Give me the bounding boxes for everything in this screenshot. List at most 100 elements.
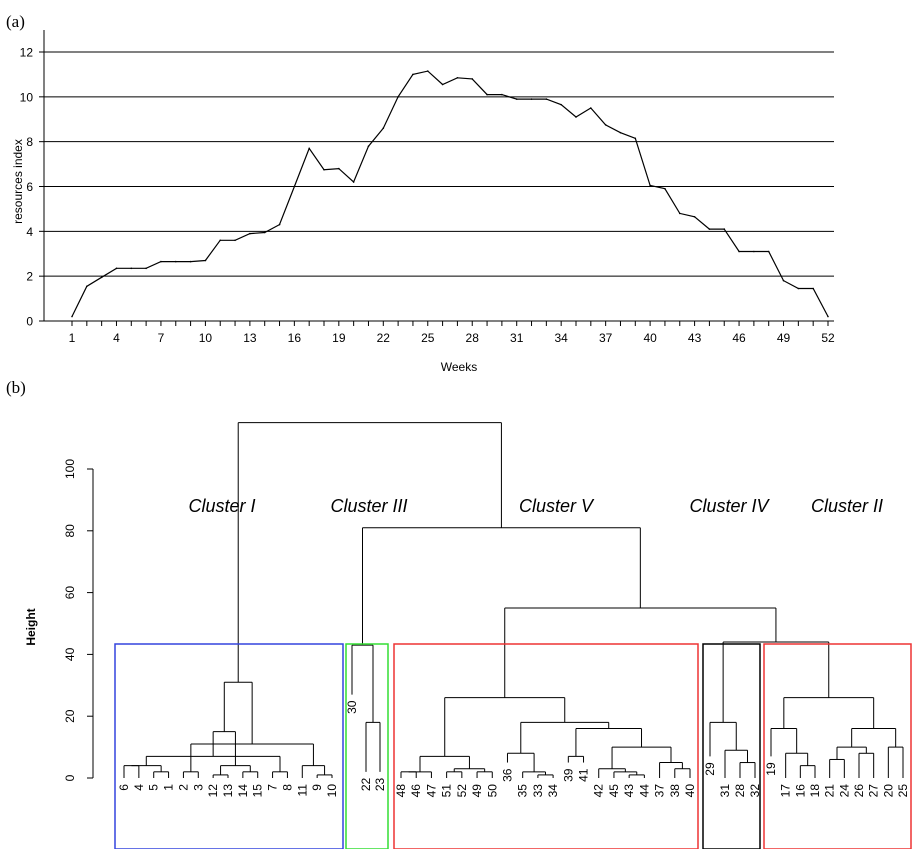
x-tick-label: 31 bbox=[510, 331, 524, 345]
y-tick-label: 80 bbox=[63, 524, 77, 538]
leaf-label: 27 bbox=[867, 784, 881, 798]
cluster-label: Cluster IV bbox=[689, 496, 770, 516]
data-point bbox=[812, 287, 814, 290]
cluster-box bbox=[393, 643, 699, 849]
x-tick-label: 22 bbox=[377, 331, 391, 345]
data-point bbox=[204, 259, 207, 262]
cluster-box bbox=[763, 643, 912, 849]
data-point bbox=[397, 96, 399, 98]
leaf-label: 2 bbox=[176, 784, 190, 791]
data-point bbox=[115, 267, 118, 270]
data-point bbox=[308, 147, 310, 150]
leaf-label: 3 bbox=[191, 784, 205, 791]
leaf-label: 15 bbox=[251, 784, 265, 798]
y-tick-label: 12 bbox=[20, 46, 34, 60]
data-point bbox=[456, 76, 459, 79]
data-point bbox=[545, 98, 548, 100]
x-tick-label: 4 bbox=[113, 331, 120, 345]
y-tick-label: 0 bbox=[63, 774, 77, 781]
data-point bbox=[678, 212, 681, 215]
data-point bbox=[604, 124, 607, 126]
x-tick-label: 49 bbox=[777, 331, 791, 345]
panel-a-label: (a) bbox=[6, 12, 25, 31]
cluster-box bbox=[114, 643, 344, 849]
data-point bbox=[160, 260, 162, 263]
data-point bbox=[86, 285, 88, 288]
data-point bbox=[71, 315, 73, 318]
leaf-label: 29 bbox=[703, 762, 717, 776]
leaf-label: 20 bbox=[881, 784, 895, 798]
y-tick-label: 60 bbox=[63, 586, 77, 600]
data-point bbox=[486, 93, 488, 96]
cluster-box bbox=[702, 643, 761, 849]
leaf-label: 5 bbox=[147, 784, 161, 791]
data-point bbox=[827, 315, 829, 318]
leaf-label: 44 bbox=[637, 784, 651, 798]
cluster-label: Cluster II bbox=[811, 496, 883, 516]
leaf-label: 41 bbox=[577, 768, 591, 782]
leaf-label: 24 bbox=[837, 784, 851, 798]
data-point bbox=[100, 276, 103, 279]
x-tick-label: 46 bbox=[732, 331, 746, 345]
data-point bbox=[174, 260, 177, 263]
leaf-label: 48 bbox=[394, 784, 408, 798]
x-tick-label: 43 bbox=[688, 331, 702, 345]
y-tick-label: 8 bbox=[26, 135, 33, 149]
data-point bbox=[693, 215, 696, 218]
data-point bbox=[441, 83, 444, 86]
y-axis-label: Height bbox=[24, 608, 38, 645]
data-point bbox=[263, 231, 266, 234]
data-point bbox=[338, 167, 340, 170]
leaf-label: 32 bbox=[748, 784, 762, 798]
x-tick-label: 28 bbox=[466, 331, 480, 345]
leaf-label: 37 bbox=[653, 784, 667, 798]
leaf-label: 16 bbox=[793, 784, 807, 798]
leaf-label: 43 bbox=[622, 784, 636, 798]
leaf-label: 17 bbox=[779, 784, 793, 798]
leaf-label: 39 bbox=[561, 768, 575, 782]
x-tick-label: 1 bbox=[69, 331, 76, 345]
data-point bbox=[278, 223, 281, 226]
leaf-label: 4 bbox=[132, 784, 146, 791]
data-point bbox=[501, 93, 503, 96]
data-point bbox=[797, 287, 800, 290]
leaf-label: 9 bbox=[310, 784, 324, 791]
cluster-label: Cluster III bbox=[330, 496, 407, 516]
data-point bbox=[560, 103, 562, 106]
data-point bbox=[664, 187, 666, 190]
x-tick-label: 13 bbox=[243, 331, 257, 345]
leaf-label: 34 bbox=[546, 784, 560, 798]
leaf-label: 22 bbox=[359, 778, 373, 792]
y-tick-label: 4 bbox=[26, 225, 33, 239]
x-axis-label: Weeks bbox=[441, 360, 477, 374]
leaf-label: 51 bbox=[440, 784, 454, 798]
y-tick-label: 10 bbox=[20, 90, 34, 104]
data-point bbox=[293, 185, 296, 188]
x-tick-label: 25 bbox=[421, 331, 435, 345]
leaf-label: 12 bbox=[206, 784, 220, 798]
leaf-label: 38 bbox=[668, 784, 682, 798]
data-point bbox=[723, 228, 726, 230]
data-point bbox=[619, 131, 622, 134]
leaf-label: 25 bbox=[896, 784, 910, 798]
leaf-label: 47 bbox=[424, 784, 438, 798]
x-tick-label: 34 bbox=[554, 331, 568, 345]
x-tick-label: 37 bbox=[599, 331, 613, 345]
data-point bbox=[708, 228, 711, 230]
leaf-label: 19 bbox=[764, 762, 778, 776]
data-point bbox=[530, 98, 533, 100]
leaf-label: 18 bbox=[808, 784, 822, 798]
leaf-label: 21 bbox=[823, 784, 837, 798]
data-point bbox=[738, 250, 740, 253]
data-point bbox=[515, 98, 518, 100]
leaf-label: 42 bbox=[592, 784, 606, 798]
data-point bbox=[471, 78, 474, 80]
x-tick-label: 19 bbox=[332, 331, 346, 345]
y-tick-label: 2 bbox=[26, 270, 33, 284]
leaf-label: 30 bbox=[345, 700, 359, 714]
data-point bbox=[575, 116, 577, 118]
data-point bbox=[590, 107, 592, 109]
y-tick-label: 40 bbox=[63, 647, 77, 661]
series-line bbox=[71, 70, 829, 317]
